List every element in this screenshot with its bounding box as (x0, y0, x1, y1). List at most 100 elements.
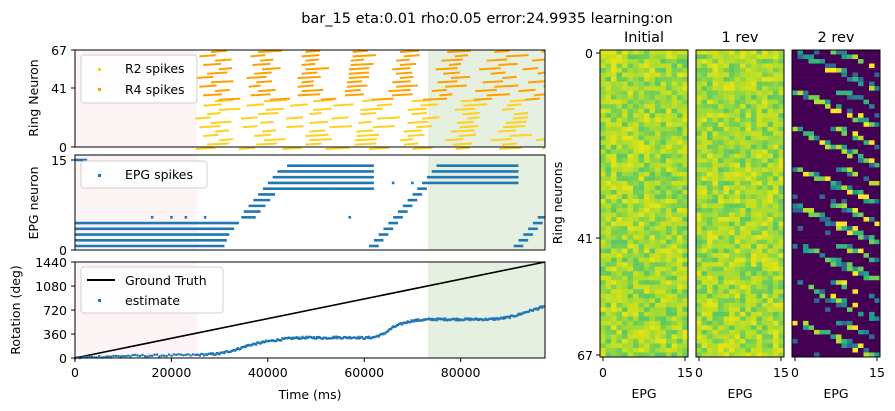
heatmap-cell (814, 113, 820, 119)
heatmap-cell (773, 108, 779, 114)
heatmap-cell (762, 316, 768, 322)
heatmap-cell (830, 185, 837, 191)
heatmap-cell (778, 149, 785, 155)
ring-spike-dash (313, 107, 332, 111)
heatmap-cell (778, 307, 785, 313)
heatmap-cell (644, 104, 650, 109)
heatmap-cell (729, 153, 735, 159)
heatmap-cell (863, 244, 870, 249)
heatmap-cell (852, 122, 859, 128)
heatmap-cell (773, 244, 779, 249)
heatmap-cell (671, 343, 678, 349)
heatmap-cell (874, 235, 881, 240)
heatmap-cell (707, 144, 713, 150)
heatmap-cell (611, 275, 617, 281)
heatmap-cell (792, 176, 798, 182)
heatmap-cell (808, 86, 815, 91)
heatmap-cell (611, 153, 617, 159)
heatmap-cell (797, 135, 804, 141)
heatmap-cell (847, 81, 853, 87)
heatmap-cell (677, 280, 683, 286)
heatmap-cell (712, 208, 719, 213)
heatmap-cell (649, 311, 656, 317)
heatmap-cell (762, 217, 768, 222)
heatmap-cell (847, 212, 853, 218)
heatmap-cell (638, 329, 645, 335)
heatmap-cell (858, 280, 864, 286)
heatmap-cell (627, 338, 634, 344)
heatmap-cell (600, 203, 606, 209)
heatmap-cell (611, 302, 617, 308)
heatmap-cell (644, 293, 650, 299)
heatmap-cell (825, 189, 831, 195)
heatmap-cell (819, 153, 826, 159)
heatmap-cell (729, 135, 735, 141)
heatmap-cell (660, 293, 667, 299)
heatmap-cell (600, 144, 606, 150)
heatmap-cell (814, 153, 820, 159)
heatmap-cell (792, 280, 798, 286)
heatmap-cell (655, 50, 661, 55)
heatmap-cell (762, 194, 768, 200)
heatmap-cell (841, 144, 848, 150)
heatmap-cell (611, 104, 617, 109)
ring-spike-dash (498, 129, 516, 133)
heatmap-cell (707, 217, 713, 222)
heatmap-cell (841, 329, 848, 335)
heatmap-cell (707, 68, 713, 73)
heatmap-cell (792, 95, 798, 100)
heatmap-cell (869, 289, 875, 295)
ring-spike-dash (350, 58, 365, 62)
heatmap-cell (723, 63, 730, 69)
heatmap-cell (718, 235, 724, 240)
heatmap-cell (616, 325, 623, 331)
heatmap-cell (808, 244, 815, 249)
ring-spike-dash (206, 112, 221, 116)
heatmap-cell (869, 221, 875, 227)
heatmap-cell (745, 230, 752, 236)
heatmap-cell (808, 307, 815, 313)
heatmap-cell (627, 266, 634, 272)
heatmap-cell (666, 72, 672, 78)
heatmap-cell (633, 90, 639, 96)
estimate-point (377, 335, 380, 338)
heatmap-cell (756, 189, 763, 195)
heatmap-cell (718, 153, 724, 159)
heatmap-cell (644, 108, 650, 114)
heatmap-cell (644, 113, 650, 119)
heatmap-cell (644, 158, 650, 164)
heatmap-cell (814, 316, 820, 322)
heatmap-cell (682, 244, 689, 249)
heatmap-cell (803, 162, 809, 168)
heatmap-cell (611, 221, 617, 227)
heatmap-cell (740, 144, 746, 150)
heatmap-cell (841, 167, 848, 173)
heatmap-cell (874, 90, 881, 96)
heatmap-cell (600, 221, 606, 227)
heatmap-cell (696, 113, 702, 119)
heatmap-cell (611, 284, 617, 290)
heatmap-cell (655, 293, 661, 299)
heatmap-cell (677, 284, 683, 290)
heatmap-cell (756, 72, 763, 78)
heatmap-cell (819, 302, 826, 308)
ring-spike-dash (354, 138, 377, 142)
heatmap-cell (605, 338, 612, 344)
heatmap-cell (696, 171, 702, 177)
heatmap-cell (863, 275, 870, 281)
heatmap-cell (696, 180, 702, 186)
heatmap-cell (740, 253, 746, 258)
heatmap-cell (803, 203, 809, 209)
heatmap-cell (756, 50, 763, 55)
estimate-point (416, 319, 419, 323)
heatmap-cell (660, 198, 667, 204)
heatmap-cell (627, 217, 634, 222)
heatmap-cell (649, 320, 656, 326)
heatmap-cell (644, 235, 650, 240)
heatmap-cell (718, 343, 724, 349)
heatmap-cell (682, 338, 689, 344)
heatmap-cell (863, 77, 870, 82)
heatmap-cell (638, 176, 645, 182)
estimate-point (153, 353, 156, 356)
heatmap-cell (729, 311, 735, 317)
